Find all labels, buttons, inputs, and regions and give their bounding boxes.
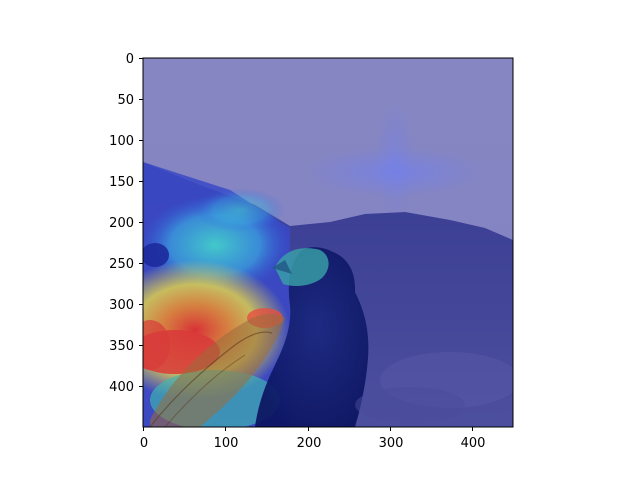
x-tick-label: 300 (379, 436, 404, 451)
x-tick-label: 200 (297, 436, 322, 451)
x-tick-label: 100 (214, 436, 239, 451)
heatmap-image (143, 58, 513, 427)
x-axis: 0 100 200 300 400 (140, 427, 486, 451)
bird (255, 247, 369, 427)
bird-head (275, 248, 329, 286)
y-tick-label: 50 (117, 93, 134, 108)
y-tick-label: 0 (126, 52, 134, 67)
y-tick-label: 150 (109, 175, 134, 190)
x-tick-label: 400 (461, 436, 486, 451)
y-tick-label: 350 (109, 339, 134, 354)
y-tick-label: 250 (109, 257, 134, 272)
x-tick-label: 0 (140, 436, 148, 451)
bird-beak (272, 260, 292, 274)
axes-frame (142, 57, 514, 428)
y-tick-label: 300 (109, 298, 134, 313)
y-tick-label: 100 (109, 134, 134, 149)
y-tick-label: 400 (109, 380, 134, 395)
y-axis: 0 50 100 150 200 250 300 350 400 (109, 52, 143, 395)
bird-wing (150, 313, 285, 427)
y-tick-label: 200 (109, 216, 134, 231)
